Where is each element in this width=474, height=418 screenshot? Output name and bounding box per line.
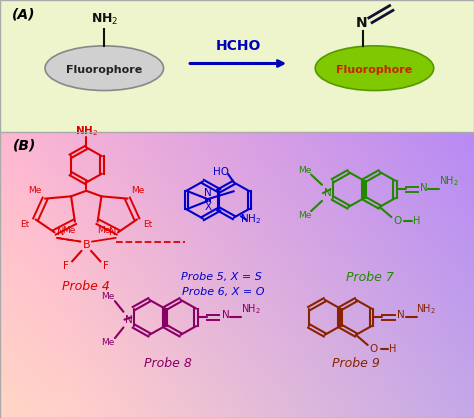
Text: O: O bbox=[370, 344, 378, 354]
Text: N: N bbox=[125, 315, 133, 325]
Text: Probe 4: Probe 4 bbox=[62, 280, 110, 293]
Text: Me: Me bbox=[101, 338, 115, 347]
Text: H: H bbox=[389, 344, 397, 354]
Text: HO: HO bbox=[212, 167, 228, 177]
Text: NH$_2$: NH$_2$ bbox=[91, 12, 118, 27]
Text: N: N bbox=[420, 183, 428, 193]
Text: NH$_2$: NH$_2$ bbox=[416, 302, 436, 316]
Text: H: H bbox=[413, 216, 420, 226]
Text: HCHO: HCHO bbox=[216, 39, 261, 53]
Text: N: N bbox=[397, 311, 405, 321]
Text: Me: Me bbox=[28, 186, 41, 195]
Text: NH$_2$: NH$_2$ bbox=[241, 302, 261, 316]
Text: Me: Me bbox=[97, 226, 110, 234]
Text: Me: Me bbox=[63, 226, 76, 234]
Text: F: F bbox=[103, 261, 109, 271]
Text: Me: Me bbox=[298, 166, 311, 174]
Text: NH$_2$: NH$_2$ bbox=[75, 124, 98, 138]
Text: Fluorophore: Fluorophore bbox=[337, 65, 412, 74]
Text: Et: Et bbox=[143, 220, 152, 229]
Text: B: B bbox=[82, 240, 90, 250]
Ellipse shape bbox=[315, 46, 434, 91]
Text: Probe 8: Probe 8 bbox=[144, 357, 192, 370]
Text: N: N bbox=[109, 227, 116, 237]
Text: N: N bbox=[222, 311, 229, 321]
Text: Probe 9: Probe 9 bbox=[331, 357, 380, 370]
Text: Et: Et bbox=[20, 220, 30, 229]
Text: (A): (A) bbox=[12, 7, 36, 21]
Text: Probe 7: Probe 7 bbox=[346, 270, 394, 284]
Text: N: N bbox=[56, 227, 64, 237]
Text: Me: Me bbox=[298, 211, 311, 220]
Text: (B): (B) bbox=[13, 139, 36, 153]
Text: Me: Me bbox=[131, 186, 145, 195]
Text: N: N bbox=[356, 15, 367, 30]
Text: N: N bbox=[324, 188, 331, 198]
Text: Fluorophore: Fluorophore bbox=[66, 65, 142, 74]
Text: N: N bbox=[204, 188, 212, 198]
Text: NH$_2$: NH$_2$ bbox=[439, 174, 459, 188]
Text: Probe 5, X = S: Probe 5, X = S bbox=[182, 272, 262, 282]
Text: Me: Me bbox=[101, 292, 115, 301]
Ellipse shape bbox=[45, 46, 164, 91]
Text: F: F bbox=[64, 261, 69, 271]
Text: NH$_2$: NH$_2$ bbox=[240, 212, 261, 226]
Text: Probe 6, X = O: Probe 6, X = O bbox=[182, 288, 265, 297]
Text: X: X bbox=[204, 202, 211, 212]
Text: O: O bbox=[393, 216, 402, 226]
